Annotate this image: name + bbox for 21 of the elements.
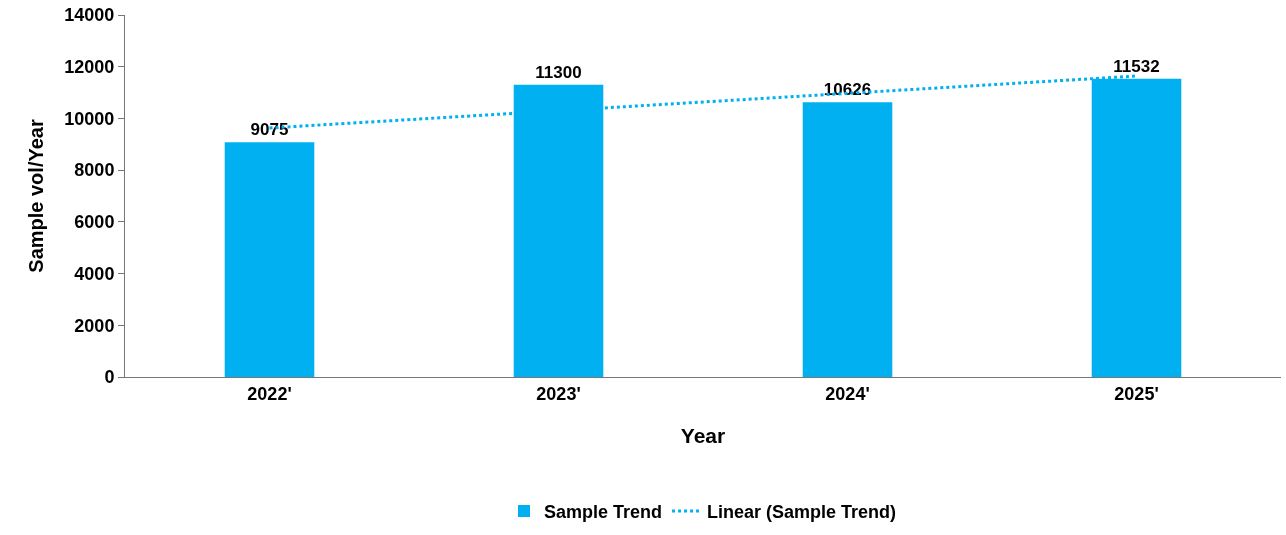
y-tick-label: 10000 (64, 108, 115, 129)
y-tick-label: 0 (104, 367, 115, 388)
x-tick-label: 2024' (825, 383, 870, 404)
data-label: 11532 (1113, 56, 1160, 76)
data-label: 9075 (250, 120, 289, 140)
data-label: 11300 (535, 62, 582, 82)
y-tick-label: 2000 (74, 315, 115, 336)
y-axis-title: Sample vol/Year (24, 119, 47, 273)
x-tick-label: 2025' (1114, 383, 1159, 404)
legend-label: Sample Trend (544, 502, 663, 523)
y-tick-label: 14000 (64, 5, 115, 26)
bar (802, 102, 893, 377)
y-tick-label: 4000 (74, 263, 115, 284)
x-axis-title: Year (680, 423, 726, 447)
y-tick-label: 12000 (64, 57, 115, 78)
legend-label: Linear (Sample Trend) (707, 502, 897, 523)
bar (224, 142, 315, 377)
y-tick-label: 6000 (74, 212, 115, 233)
x-tick-label: 2022' (247, 383, 292, 404)
y-tick-label: 8000 (74, 160, 115, 181)
x-tick-label: 2023' (536, 383, 581, 404)
